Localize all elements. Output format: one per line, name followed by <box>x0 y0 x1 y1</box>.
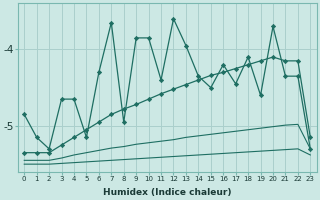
X-axis label: Humidex (Indice chaleur): Humidex (Indice chaleur) <box>103 188 232 197</box>
